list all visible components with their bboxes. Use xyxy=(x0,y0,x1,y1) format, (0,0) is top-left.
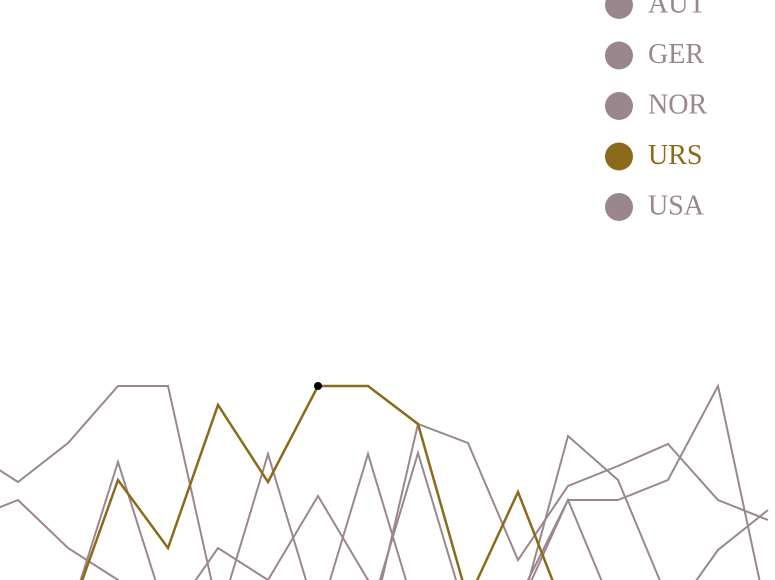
series-line xyxy=(0,434,661,580)
legend-item[interactable]: URS xyxy=(605,140,702,171)
legend-label: AUT xyxy=(648,0,706,19)
legend-label: URS xyxy=(648,140,702,171)
legend-item[interactable]: USA xyxy=(605,190,705,221)
legend-swatch xyxy=(605,0,633,19)
hover-point xyxy=(314,382,322,390)
legend-item[interactable]: GER xyxy=(605,39,704,70)
legend-label: GER xyxy=(648,39,704,70)
plot-area xyxy=(0,382,769,580)
legend-swatch xyxy=(605,92,633,120)
legend-item[interactable]: AUT xyxy=(605,0,706,19)
legend-swatch xyxy=(605,41,633,70)
legend: AUT GER NOR URS USA xyxy=(605,0,707,221)
series-line xyxy=(80,384,554,580)
legend-label: USA xyxy=(648,190,705,221)
legend-swatch xyxy=(605,142,633,171)
legend-item[interactable]: NOR xyxy=(605,89,707,120)
series-line xyxy=(79,383,761,580)
series-line xyxy=(0,385,769,580)
legend-label: NOR xyxy=(648,89,707,120)
legend-swatch xyxy=(605,193,633,221)
